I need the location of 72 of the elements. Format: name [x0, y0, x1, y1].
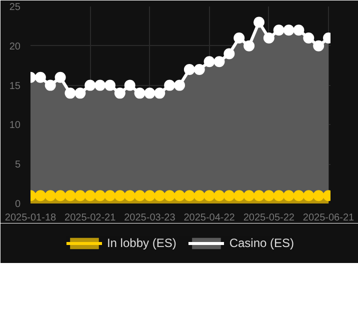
x-tick-label: 2025-02-21 — [64, 212, 116, 224]
point — [44, 80, 56, 91]
y-tick-label: 10 — [9, 120, 21, 132]
point — [283, 24, 294, 36]
point — [124, 80, 136, 91]
point — [84, 190, 96, 202]
point — [74, 190, 86, 202]
point — [263, 190, 274, 202]
point — [54, 190, 66, 202]
point — [263, 32, 274, 44]
point — [303, 32, 314, 44]
point — [253, 16, 264, 28]
point — [114, 190, 126, 202]
point — [293, 24, 304, 36]
legend-label: Casino (ES) — [229, 236, 294, 250]
point — [164, 80, 176, 91]
point — [94, 80, 106, 91]
point — [184, 190, 195, 202]
point — [174, 80, 186, 91]
point — [174, 190, 186, 202]
y-tick-label: 25 — [9, 2, 21, 13]
point — [64, 88, 76, 99]
x-tick-label: 2025-06-21 — [302, 212, 355, 224]
point — [104, 80, 116, 91]
point — [134, 88, 146, 99]
point — [44, 190, 56, 202]
point — [313, 40, 324, 52]
point — [194, 190, 205, 202]
point — [114, 88, 126, 99]
point — [273, 24, 284, 36]
point — [283, 190, 294, 202]
point — [234, 190, 245, 202]
point — [204, 56, 215, 68]
y-tick-label: 15 — [9, 80, 21, 92]
point — [144, 88, 156, 99]
point — [253, 190, 264, 202]
point — [124, 190, 136, 202]
point — [224, 190, 235, 202]
point — [154, 88, 166, 99]
point — [214, 56, 225, 68]
point — [104, 190, 116, 202]
point — [144, 190, 156, 202]
point — [234, 32, 245, 44]
point — [84, 80, 96, 91]
point — [303, 190, 314, 202]
y-tick-label: 0 — [14, 199, 21, 210]
point — [54, 72, 66, 83]
point — [164, 190, 176, 202]
point — [244, 40, 255, 52]
x-tick-label: 2025-03-23 — [124, 212, 176, 224]
point — [64, 190, 76, 202]
point — [224, 48, 235, 60]
y-tick-label: 20 — [9, 41, 21, 52]
point — [34, 190, 46, 202]
x-tick-label: 2025-01-18 — [4, 212, 57, 224]
point — [134, 190, 146, 202]
point — [184, 64, 195, 76]
point — [74, 88, 86, 99]
x-tick-label: 2025-05-22 — [243, 212, 295, 224]
point — [273, 190, 284, 202]
point — [194, 64, 205, 76]
x-tick-label: 2025-04-22 — [184, 212, 236, 224]
point — [313, 190, 324, 202]
point — [293, 190, 304, 202]
point — [154, 190, 166, 202]
point — [204, 190, 215, 202]
legend-label: In lobby (ES) — [106, 236, 176, 250]
point — [244, 190, 255, 202]
point — [214, 190, 225, 202]
point — [34, 72, 46, 83]
point — [94, 190, 106, 202]
y-tick-label: 5 — [14, 160, 21, 171]
